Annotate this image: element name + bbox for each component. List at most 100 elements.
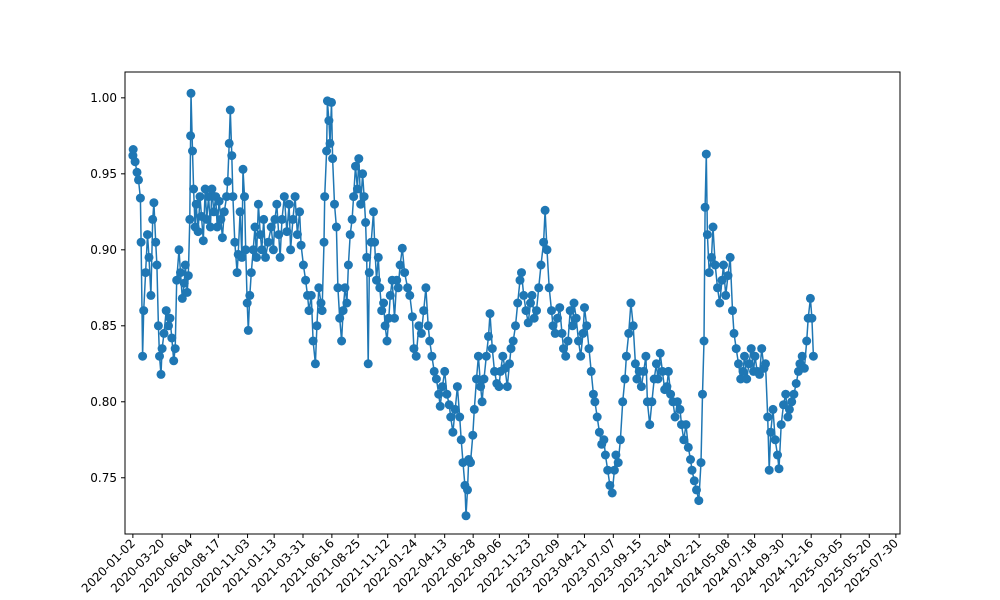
- data-point: [235, 207, 245, 217]
- data-point: [286, 245, 296, 255]
- data-point: [312, 321, 322, 331]
- data-point: [373, 252, 383, 262]
- data-point: [651, 359, 661, 369]
- data-point: [146, 290, 156, 300]
- data-point: [174, 245, 184, 255]
- data-point: [188, 146, 197, 156]
- data-point: [707, 252, 716, 262]
- data-point: [527, 290, 537, 300]
- data-point: [342, 298, 352, 308]
- data-point: [172, 275, 182, 285]
- data-point: [141, 268, 151, 278]
- data-point: [569, 298, 579, 308]
- data-point: [164, 321, 173, 331]
- data-point: [284, 199, 294, 209]
- data-point: [508, 336, 518, 346]
- data-point: [230, 237, 240, 247]
- data-point: [431, 374, 441, 384]
- data-point: [177, 293, 187, 303]
- data-point: [544, 283, 554, 293]
- data-point: [186, 131, 196, 141]
- data-point: [156, 369, 166, 379]
- data-point: [409, 344, 419, 354]
- data-point: [134, 175, 143, 185]
- data-point: [343, 260, 353, 270]
- data-point: [169, 356, 179, 366]
- data-point: [325, 138, 335, 148]
- data-point: [568, 321, 577, 331]
- data-point: [319, 237, 329, 247]
- data-point: [700, 202, 710, 212]
- data-point: [721, 290, 731, 300]
- data-point: [540, 205, 550, 215]
- data-point: [799, 363, 809, 373]
- data-point: [335, 313, 345, 323]
- data-point: [243, 325, 253, 335]
- data-point: [266, 222, 276, 232]
- data-point: [337, 336, 347, 346]
- data-point: [379, 298, 389, 308]
- data-point: [764, 465, 774, 475]
- data-point: [331, 222, 341, 232]
- data-point: [626, 298, 636, 308]
- data-point: [423, 321, 433, 331]
- data-point: [275, 252, 285, 262]
- data-point: [494, 382, 504, 392]
- data-point: [308, 336, 318, 346]
- data-point: [526, 298, 535, 308]
- data-point: [139, 306, 149, 316]
- data-point: [310, 359, 320, 369]
- data-point: [132, 167, 142, 177]
- data-point: [517, 268, 526, 278]
- data-point: [304, 306, 314, 316]
- data-point: [479, 374, 489, 384]
- data-point: [761, 359, 770, 369]
- data-point: [618, 397, 628, 407]
- data-point: [223, 176, 233, 186]
- data-point: [327, 97, 336, 107]
- data-point: [701, 149, 711, 159]
- data-point: [808, 351, 818, 361]
- data-point: [240, 192, 249, 202]
- data-point: [571, 313, 581, 323]
- data-point: [138, 351, 148, 361]
- data-point: [455, 412, 465, 422]
- data-point: [380, 321, 390, 331]
- data-point: [209, 207, 219, 217]
- data-point: [217, 233, 227, 243]
- data-point: [370, 237, 380, 247]
- data-point: [152, 260, 162, 270]
- data-point: [805, 293, 815, 303]
- data-point: [797, 351, 807, 361]
- data-point: [364, 268, 374, 278]
- data-point: [191, 199, 201, 209]
- data-point: [363, 359, 373, 369]
- data-point: [738, 366, 748, 376]
- data-point: [345, 230, 355, 240]
- data-point: [502, 382, 512, 392]
- data-point: [167, 333, 177, 343]
- data-point: [699, 336, 709, 346]
- data-point: [411, 351, 421, 361]
- data-point: [354, 154, 364, 164]
- data-point: [484, 331, 493, 341]
- data-point: [723, 271, 733, 281]
- data-point: [719, 260, 728, 270]
- data-point: [590, 397, 600, 407]
- data-point: [600, 450, 610, 460]
- data-point: [609, 465, 619, 475]
- y-axis: 0.75 0.80 0.85 0.90 0.95 1.00: [90, 91, 125, 485]
- data-point: [207, 184, 217, 194]
- data-point: [416, 328, 426, 338]
- data-point: [427, 351, 437, 361]
- data-point: [536, 260, 546, 270]
- data-point: [689, 476, 699, 486]
- data-point: [557, 328, 567, 338]
- data-point: [683, 442, 693, 452]
- data-point: [425, 336, 435, 346]
- data-point: [419, 306, 429, 316]
- data-point: [750, 351, 760, 361]
- data-series: [128, 88, 818, 521]
- data-point: [468, 430, 478, 440]
- data-point: [144, 252, 154, 262]
